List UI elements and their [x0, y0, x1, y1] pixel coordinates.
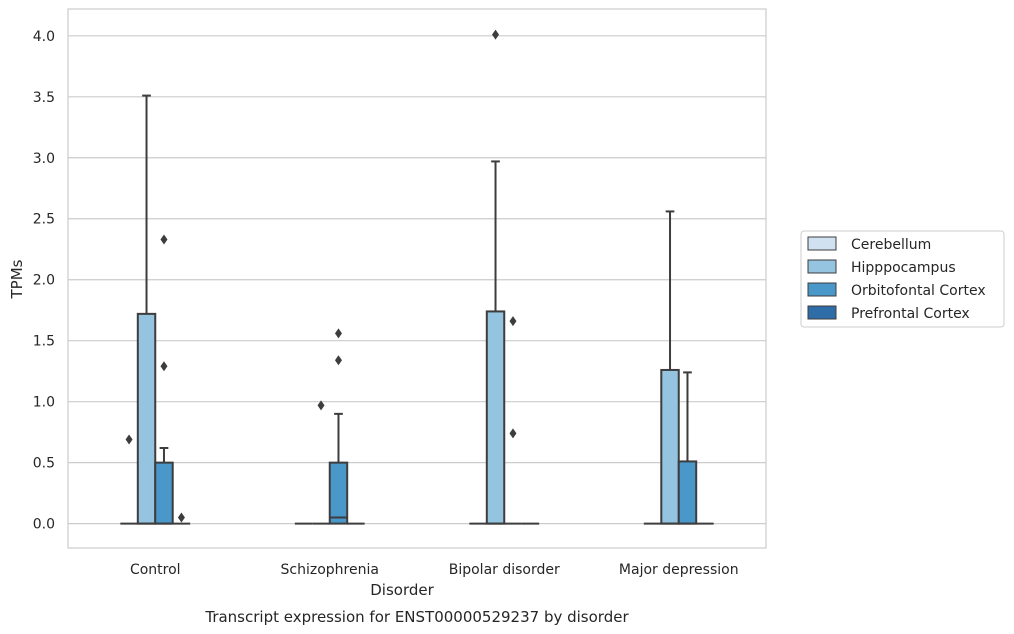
- y-tick-labels: 0.0 0.5 1.0 1.5 2.0 2.5 3.0 3.5 4.0: [33, 29, 55, 533]
- box-series: [120, 29, 714, 525]
- box-body: [328, 461, 349, 525]
- box-body: [136, 312, 157, 525]
- y-tick-label: 1.0: [33, 395, 55, 411]
- box-body: [677, 460, 698, 525]
- outlier-point: [177, 512, 185, 523]
- box-orbitofontal-cortex: [328, 328, 349, 525]
- legend-label: Cerebellum: [851, 237, 931, 253]
- legend-frame: [800, 230, 1005, 328]
- outlier-point: [334, 355, 342, 366]
- outlier-point: [509, 428, 517, 439]
- box-hipppocampus: [136, 94, 157, 525]
- legend: Cerebellum Hipppocampus Orbitofontal Corte…: [800, 230, 1005, 328]
- outlier-point: [125, 434, 133, 445]
- y-tick-label: 3.0: [33, 151, 55, 167]
- legend-label: Hipppocampus: [851, 260, 956, 276]
- figure-caption: Transcript expression for ENST0000052923…: [204, 608, 629, 626]
- y-tick-label: 2.0: [33, 273, 55, 289]
- y-axis-label: TPMs: [8, 259, 26, 299]
- y-tick-label: 4.0: [33, 29, 55, 45]
- box-hipppocampus: [485, 29, 506, 525]
- x-tick-label: Schizophrenia: [281, 562, 379, 578]
- x-tick-label: Control: [130, 562, 181, 578]
- legend-items: Cerebellum Hipppocampus Orbitofontal Corte…: [807, 236, 986, 322]
- y-tick-label: 2.5: [33, 212, 55, 228]
- x-tick-label: Bipolar disorder: [449, 562, 560, 578]
- y-tick-label: 0.0: [33, 517, 55, 533]
- box-hipppocampus: [312, 400, 330, 525]
- outlier-point: [160, 234, 168, 245]
- legend-label: Prefrontal Cortex: [851, 306, 970, 322]
- box-orbitofontal-cortex: [677, 371, 698, 525]
- y-tick-label: 3.5: [33, 90, 55, 106]
- x-tick-label: Major depression: [619, 562, 739, 578]
- box-body: [485, 310, 506, 525]
- box-hipppocampus: [660, 210, 680, 525]
- box-orbitofontal-cortex: [504, 316, 522, 525]
- box-prefrontal-cortex: [172, 512, 191, 525]
- plot-area-frame: [67, 8, 767, 549]
- box-orbitofontal-cortex: [154, 234, 174, 525]
- x-axis-label: Disorder: [370, 581, 434, 599]
- box-cerebellum: [120, 434, 138, 525]
- outlier-point: [509, 316, 517, 327]
- box-body: [660, 368, 680, 525]
- outlier-point: [317, 400, 325, 411]
- legend-swatch: [807, 305, 837, 320]
- x-tick-labels: Control Schizophrenia Bipolar disorder Majo…: [130, 562, 739, 578]
- outlier-point: [334, 328, 342, 339]
- legend-swatch: [807, 259, 837, 274]
- outlier-point: [492, 29, 500, 40]
- legend-swatch: [807, 236, 837, 251]
- legend-swatch: [807, 282, 837, 297]
- outlier-point: [160, 361, 168, 372]
- y-tick-label: 1.5: [33, 334, 55, 350]
- y-tick-label: 0.5: [33, 456, 55, 472]
- legend-label: Orbitofontal Cortex: [851, 283, 986, 299]
- box-body: [154, 461, 174, 525]
